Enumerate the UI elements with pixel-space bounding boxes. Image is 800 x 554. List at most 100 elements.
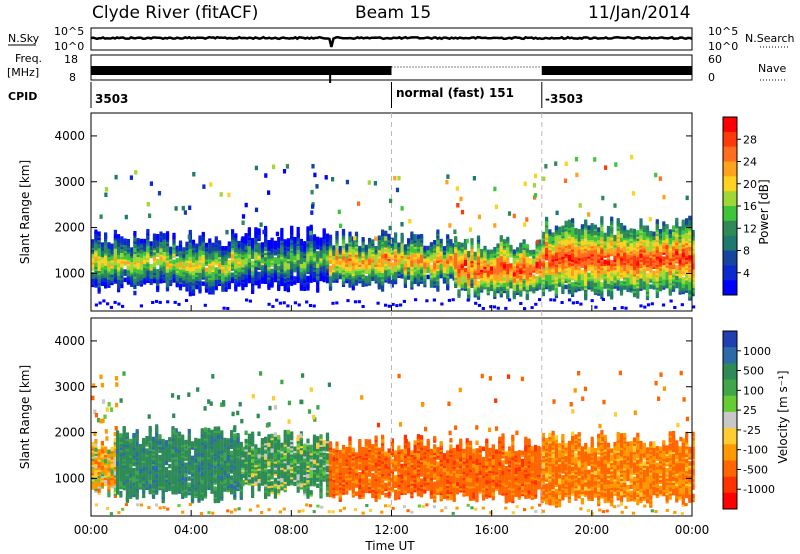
power-cell	[384, 253, 388, 258]
power-cell	[381, 229, 385, 234]
velocity-cell	[93, 431, 97, 436]
power-cell	[374, 258, 378, 263]
power-cell	[433, 244, 437, 249]
power-cell	[463, 253, 468, 258]
power-cell	[538, 246, 542, 251]
power-cell	[358, 270, 362, 276]
power-cell	[685, 228, 689, 233]
power-cell	[348, 283, 352, 288]
power-cell	[158, 300, 162, 304]
power-cell	[426, 249, 430, 255]
power-cell	[678, 253, 682, 258]
power-cell	[470, 244, 474, 249]
power-cell	[113, 300, 117, 304]
power-cell	[643, 305, 647, 309]
power-cell	[449, 239, 453, 244]
power-cell	[104, 240, 108, 246]
power-cell	[629, 279, 633, 285]
power-cell	[642, 225, 646, 230]
power-cell	[575, 301, 579, 304]
power-cell	[169, 254, 173, 260]
power-cell	[191, 256, 196, 261]
power-cell	[553, 298, 557, 302]
power-cell	[159, 260, 163, 265]
power-cell	[91, 272, 95, 277]
power-cell	[94, 252, 98, 257]
power-cell	[126, 239, 130, 244]
power-cell	[648, 216, 652, 222]
power-cell	[178, 261, 183, 266]
power-cell	[214, 279, 218, 285]
power-cell	[387, 277, 391, 282]
power-cell	[433, 240, 437, 245]
power-cell	[270, 237, 274, 243]
power-cell	[387, 260, 391, 266]
velocity-cell	[151, 482, 156, 487]
power-cell	[373, 181, 377, 186]
power-cell	[575, 172, 579, 178]
nave-tick-top: 60	[708, 53, 722, 66]
power-cell	[345, 258, 349, 263]
velocity-cell	[148, 434, 152, 439]
power-cell	[470, 279, 474, 284]
power-cell	[113, 229, 117, 235]
velocity-cell	[132, 468, 136, 473]
power-cell	[681, 219, 685, 225]
power-cell	[459, 196, 463, 202]
power-cell	[665, 267, 669, 272]
power-cell	[456, 203, 460, 208]
velocity-cell	[148, 479, 152, 484]
power-cell	[629, 244, 633, 250]
power-cell	[371, 262, 375, 267]
power-cell	[649, 272, 653, 277]
freq-panel: Freq. [MHz] 18 8 60 0 Nave	[7, 52, 786, 84]
power-cell	[381, 287, 385, 292]
power-cell	[425, 299, 429, 303]
power-cell	[139, 238, 143, 244]
velocity-cell	[99, 419, 103, 424]
power-cell	[610, 216, 614, 222]
power-cell	[309, 224, 313, 230]
power-cell	[332, 245, 336, 250]
velocity-cell	[132, 478, 136, 483]
velocity-cell	[116, 444, 120, 450]
power-cell	[248, 299, 252, 303]
power-cell	[182, 247, 186, 252]
power-cell	[584, 229, 588, 235]
power-cell	[407, 258, 411, 264]
power-cell	[675, 265, 679, 270]
power-cell	[254, 252, 258, 257]
power-cell	[299, 251, 303, 256]
power-cell	[652, 262, 656, 267]
power-cell	[120, 263, 124, 268]
power-cell	[143, 255, 147, 260]
power-cell	[123, 269, 127, 274]
velocity-cell	[119, 458, 123, 463]
power-cell	[645, 225, 650, 230]
velocity-cell	[145, 440, 149, 445]
noise-panel-frame	[90, 27, 693, 51]
power-cell	[639, 304, 643, 308]
power-cell	[416, 275, 420, 281]
power-cell	[649, 230, 653, 236]
power-cell	[577, 259, 581, 265]
power-cell	[353, 300, 358, 304]
power-cell	[499, 245, 503, 250]
power-cell	[519, 253, 523, 258]
power-cell	[584, 219, 588, 224]
power-cell	[275, 298, 279, 302]
beam-title: Beam 15	[355, 3, 431, 23]
power-cell	[156, 234, 160, 239]
power-cell	[496, 257, 500, 263]
power-cell	[400, 206, 404, 211]
power-cell	[642, 231, 646, 237]
power-cell	[351, 285, 355, 291]
power-cell	[636, 230, 640, 235]
power-cell	[631, 191, 636, 196]
power-cell	[538, 250, 542, 255]
power-cell	[251, 250, 255, 255]
power-cell	[394, 232, 398, 237]
power-cell	[429, 264, 433, 270]
power-y-tick-label: 3000	[54, 175, 85, 189]
power-cell	[477, 303, 482, 307]
